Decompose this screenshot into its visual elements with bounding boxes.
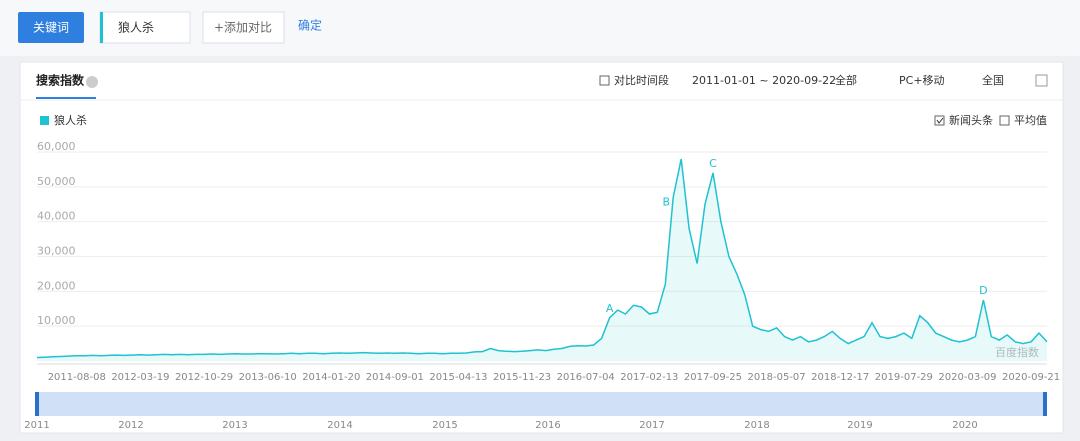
compare-period[interactable]: 对比时间段 <box>614 73 669 87</box>
x-tick-label: 2014-01-20 <box>302 372 360 383</box>
x-tick-label: 2014-09-01 <box>366 372 424 383</box>
tab-underline <box>36 97 96 99</box>
navigator-year: 2013 <box>222 420 247 431</box>
confirm-link[interactable]: 确定 <box>298 18 322 33</box>
add-compare-label: +添加对比 <box>214 21 272 35</box>
y-tick-label: 30,000 <box>37 245 76 258</box>
export-icon[interactable] <box>1035 74 1048 87</box>
annotation: C <box>709 157 717 170</box>
navigator-year: 2014 <box>327 420 352 431</box>
y-tick-label: 40,000 <box>37 210 76 223</box>
keyword-button-label: 关键词 <box>33 21 69 35</box>
line <box>36 158 1048 359</box>
panel <box>19 61 1064 434</box>
y-tick-label: 50,000 <box>37 175 76 188</box>
x-tick-label: 2019-07-29 <box>875 372 933 383</box>
annotation: A <box>606 302 614 315</box>
y-tick-label: 60,000 <box>37 140 76 153</box>
navigator-year: 2015 <box>432 420 457 431</box>
date-range[interactable]: 2011-01-01 ~ 2020-09-22 <box>692 74 836 87</box>
area <box>37 159 1047 361</box>
news-checkbox[interactable] <box>934 115 945 126</box>
legend-label: 狼人杀 <box>54 113 87 127</box>
tab-title[interactable]: 搜索指数 <box>36 73 85 88</box>
x-tick-label: 2020-09-21 <box>1002 372 1060 383</box>
navigator-year: 2020 <box>952 420 977 431</box>
legend-swatch <box>40 116 49 125</box>
navigator-year: 2018 <box>744 420 769 431</box>
navigator-handle[interactable] <box>1043 392 1047 416</box>
add-compare-button[interactable] <box>202 11 285 44</box>
navigator-year: 2016 <box>535 420 560 431</box>
x-tick-label: 2015-04-13 <box>429 372 487 383</box>
navigator-year: 2011 <box>24 420 49 431</box>
navigator-range[interactable] <box>37 392 1047 416</box>
x-tick-label: 2016-07-04 <box>557 372 615 383</box>
news-option[interactable]: 新闻头条 <box>949 113 993 127</box>
x-tick-label: 2015-11-23 <box>493 372 551 383</box>
annotation: D <box>979 284 987 297</box>
navigator-year: 2019 <box>847 420 872 431</box>
region-select[interactable]: 全国 <box>982 73 1004 87</box>
navigator-handle[interactable] <box>35 392 39 416</box>
keyword-text: 狼人杀 <box>118 20 154 35</box>
navigator-year: 2017 <box>639 420 664 431</box>
watermark: 百度指数 <box>995 345 1039 359</box>
navigator-year: 2012 <box>118 420 143 431</box>
x-tick-label: 2011-08-08 <box>48 372 106 383</box>
keyword-button[interactable] <box>18 12 84 43</box>
annotation: B <box>662 195 670 208</box>
average-checkbox[interactable] <box>999 115 1010 126</box>
chart: 10,000 20,000 30,000 40,000 50,000 60,000 2011… <box>24 140 1060 431</box>
y-tick-label: 20,000 <box>37 279 76 292</box>
average-option[interactable]: 平均值 <box>1014 114 1047 127</box>
x-tick-label: 2017-02-13 <box>620 372 678 383</box>
x-tick-label: 2020-03-09 <box>938 372 996 383</box>
x-tick-label: 2018-12-17 <box>811 372 869 383</box>
help-icon[interactable] <box>86 76 98 88</box>
keyword-color <box>100 12 103 43</box>
news-check <box>936 117 944 124</box>
compare-checkbox[interactable] <box>599 75 610 86</box>
device-select[interactable]: PC+移动 <box>899 74 945 87</box>
y-tick-label: 10,000 <box>37 314 76 327</box>
x-tick-label: 2013-06-10 <box>239 372 297 383</box>
x-tick-label: 2017-09-25 <box>684 372 742 383</box>
x-tick-label: 2018-05-07 <box>748 372 806 383</box>
keyword-input[interactable] <box>99 11 191 44</box>
x-tick-label: 2012-03-19 <box>111 372 169 383</box>
x-tick-label: 2012-10-29 <box>175 372 233 383</box>
scope-select[interactable]: 全部 <box>835 73 857 87</box>
